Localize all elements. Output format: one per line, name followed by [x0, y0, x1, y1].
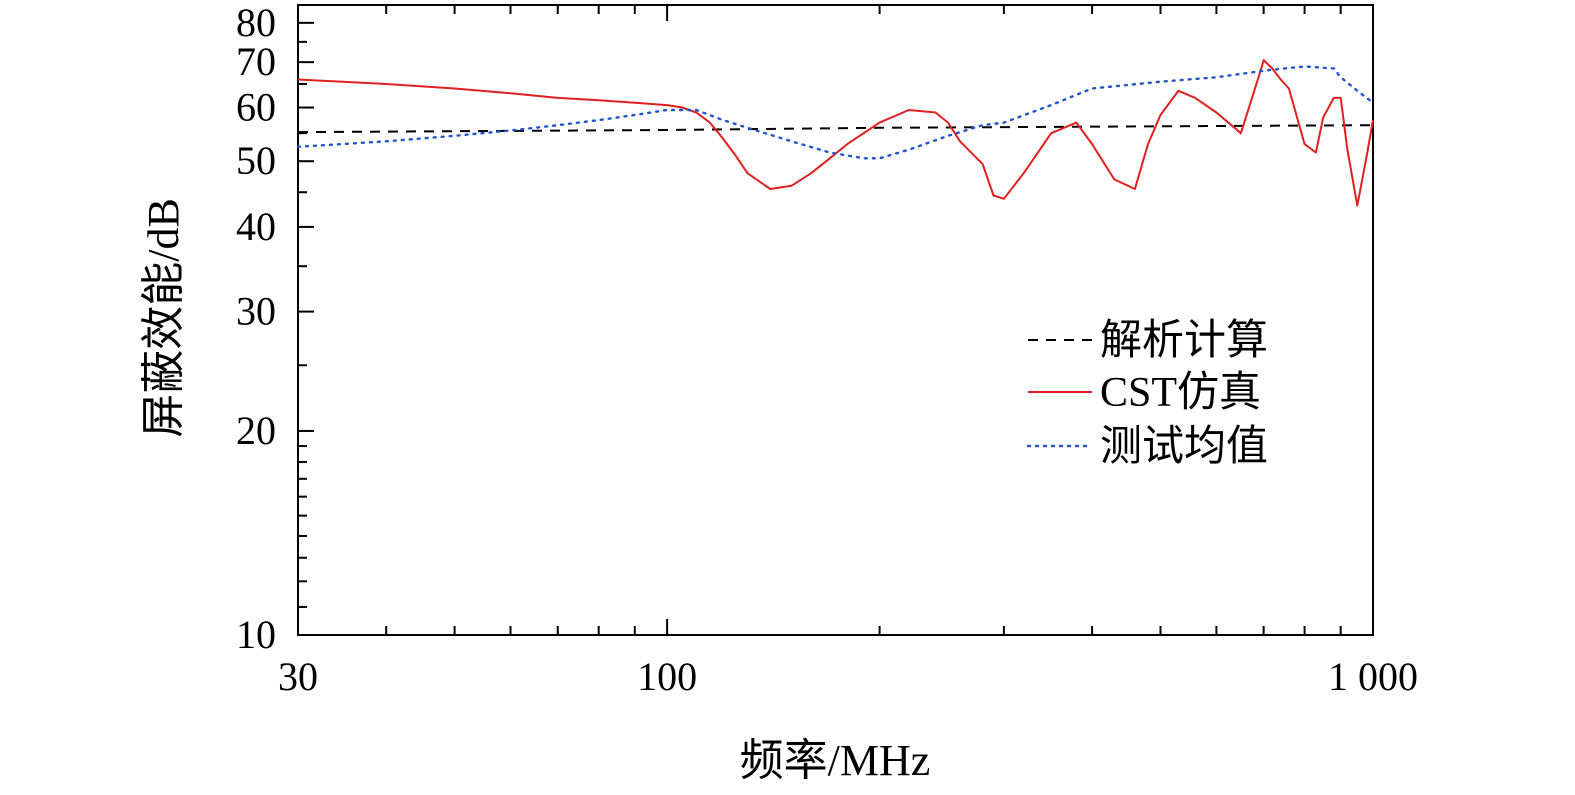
y-axis-title: 屏蔽效能/dB: [139, 198, 188, 438]
series-line-2: [297, 59, 1374, 207]
x-tick-label: 30: [278, 654, 318, 699]
x-tick-label: 1 000: [1328, 654, 1418, 699]
plot-area-frame: [297, 4, 1374, 636]
legend-label-1: 解析计算: [1100, 318, 1268, 364]
y-tick-label: 70: [236, 39, 276, 84]
y-tick-label: 80: [236, 0, 276, 45]
series-line-1: [297, 124, 1374, 134]
series-line-3: [296, 65, 1375, 160]
y-tick-label: 20: [236, 408, 276, 453]
legend-label-3: 测试均值: [1100, 424, 1268, 470]
y-tick-label: 10: [236, 612, 276, 657]
x-tick-label: 100: [637, 654, 697, 699]
y-tick-label: 60: [236, 85, 276, 130]
legend-label-2: CST仿真: [1100, 370, 1261, 416]
y-tick-label: 50: [236, 138, 276, 183]
x-axis-title: 频率/MHz: [740, 736, 931, 785]
y-tick-label: 40: [236, 204, 276, 249]
y-tick-label: 30: [236, 289, 276, 334]
